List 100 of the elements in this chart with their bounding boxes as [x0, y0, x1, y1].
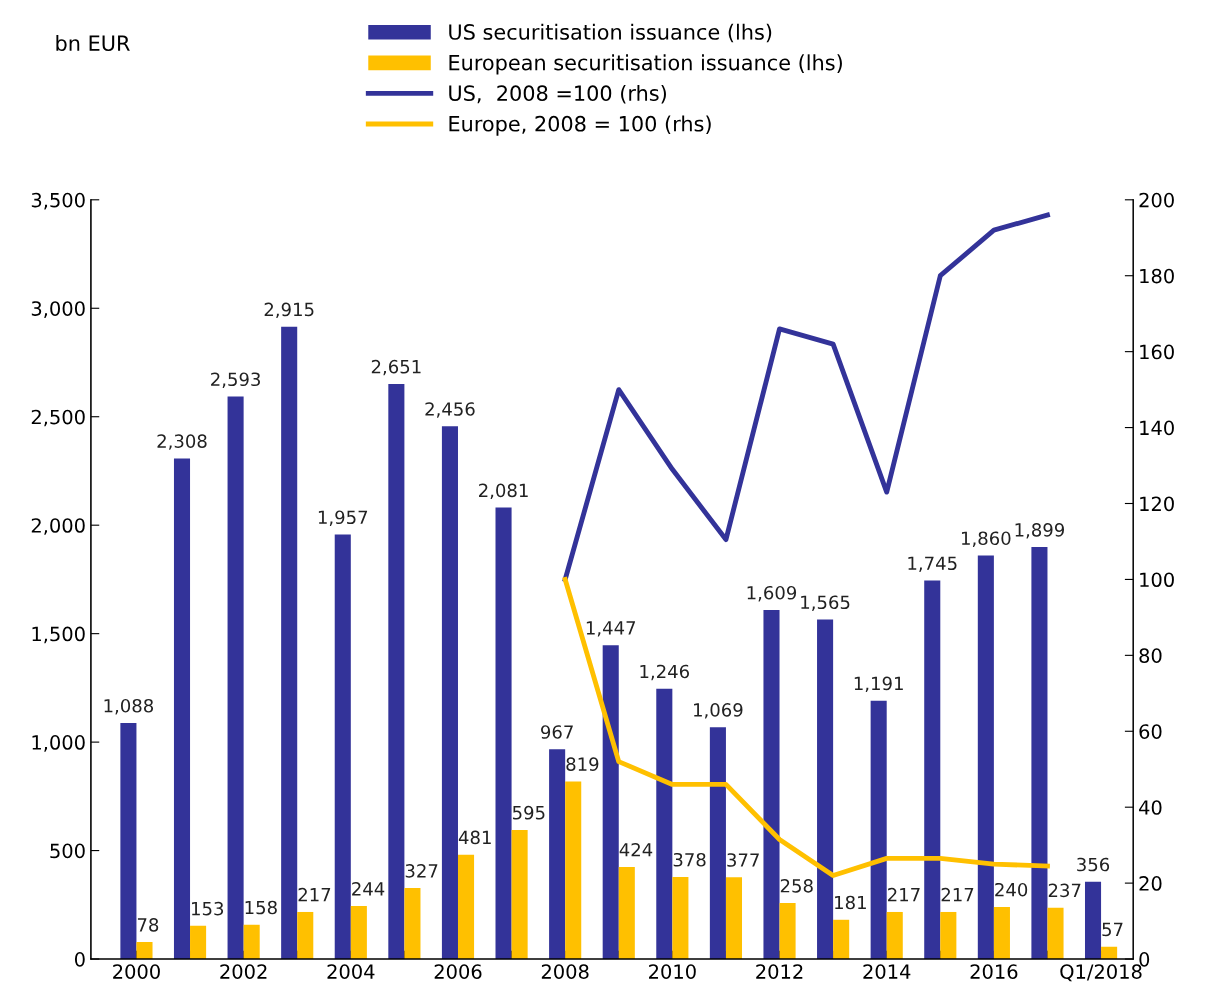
bar — [672, 877, 689, 960]
bar — [725, 877, 743, 960]
x-tick-label: 2014 — [863, 964, 911, 979]
data-label: 1,860 — [961, 531, 1011, 547]
legend-label: US securitisation issuance (lhs) — [449, 23, 772, 43]
bar — [779, 903, 796, 960]
bar — [441, 426, 458, 960]
bar — [886, 911, 903, 960]
data-label: 1,609 — [747, 585, 797, 602]
data-label: 2,308 — [157, 434, 207, 450]
x-tick-label: 2010 — [649, 964, 696, 979]
data-label: 2,456 — [425, 402, 475, 418]
bar — [817, 619, 834, 960]
y2-tick-label: 120 — [1140, 496, 1174, 512]
y-tick-label: 3,000 — [31, 301, 85, 318]
bar — [709, 727, 726, 960]
data-label: 819 — [566, 757, 599, 771]
data-label: 1,957 — [318, 510, 368, 526]
data-label: 78 — [137, 918, 159, 932]
data-label: 967 — [541, 725, 573, 739]
bar — [656, 688, 673, 960]
data-label: 240 — [995, 882, 1028, 897]
bar — [297, 911, 314, 960]
bar — [549, 749, 566, 960]
bar — [227, 396, 244, 960]
y2-tick-label: 180 — [1140, 268, 1174, 284]
bar — [281, 326, 298, 960]
data-label: 378 — [673, 852, 706, 867]
y2-tick-label: 80 — [1139, 648, 1162, 664]
y-tick-label: 0 — [74, 952, 85, 967]
data-label: 356 — [1077, 857, 1110, 872]
data-label: 237 — [1048, 883, 1081, 898]
data-label: 327 — [405, 864, 438, 878]
bar — [833, 919, 850, 960]
data-label: 595 — [512, 805, 545, 820]
data-label: 2,593 — [211, 372, 260, 388]
y2-tick-label: 200 — [1139, 192, 1174, 208]
bar — [511, 829, 528, 960]
bar — [136, 942, 153, 960]
bar — [388, 383, 405, 960]
y2-tick-label: 140 — [1140, 420, 1174, 436]
x-tick-label: 2006 — [434, 964, 482, 979]
bar — [1031, 547, 1048, 960]
bar — [457, 854, 475, 960]
data-label: 2,651 — [371, 359, 421, 376]
bar — [350, 906, 367, 960]
bar — [120, 723, 137, 960]
x-tick-label: 2016 — [970, 964, 1018, 979]
y-tick-label: 3,500 — [31, 192, 85, 210]
y-tick-label: 1,000 — [32, 735, 85, 752]
data-label: 153 — [192, 901, 224, 916]
data-label: 217 — [941, 887, 974, 902]
text: bn EUR — [56, 34, 130, 52]
bar — [977, 555, 994, 960]
legend-label: Europe, 2008 = 100 (rhs) — [449, 115, 711, 136]
bar — [565, 781, 582, 960]
x-tick-label: 2004 — [327, 964, 375, 979]
data-label: 1,191 — [854, 676, 903, 693]
x-tick-label: 2002 — [220, 964, 267, 979]
y2-tick-label: 100 — [1140, 572, 1174, 588]
data-label: 2,081 — [479, 483, 528, 500]
bar — [243, 924, 260, 960]
x-tick-label: 2008 — [541, 964, 589, 979]
data-label: 1,088 — [104, 698, 154, 715]
bar — [1084, 881, 1102, 960]
bar — [190, 925, 207, 960]
data-label: 244 — [352, 882, 385, 896]
bar — [870, 700, 887, 960]
legend-label: US, 2008 =100 (rhs) — [449, 84, 666, 104]
data-label: 1,069 — [694, 703, 743, 719]
data-label: 424 — [619, 842, 653, 857]
data-label: 217 — [298, 887, 331, 902]
bar — [1047, 907, 1064, 960]
bar — [763, 610, 780, 960]
data-label: 1,246 — [640, 664, 690, 681]
y-tick-label: 500 — [50, 843, 85, 859]
data-label: 1,899 — [1015, 523, 1065, 539]
data-label: 158 — [245, 900, 277, 915]
bar — [993, 906, 1010, 960]
y2-tick-label: 20 — [1139, 876, 1162, 891]
y-tick-label: 2,000 — [31, 518, 85, 535]
bar — [173, 458, 191, 960]
legend-label: European securitisation issuance (lhs) — [449, 54, 842, 75]
data-label: 2,915 — [264, 302, 314, 319]
bar — [618, 867, 635, 960]
data-label: 1,745 — [908, 556, 957, 572]
data-label: 481 — [458, 830, 491, 845]
x-tick-label: 2000 — [113, 964, 160, 979]
bar — [940, 911, 957, 960]
x-tick-label: 2012 — [756, 964, 803, 979]
data-label: 377 — [727, 853, 759, 867]
y2-tick-label: 60 — [1139, 724, 1162, 739]
bar — [334, 534, 351, 960]
y2-tick-label: 40 — [1139, 800, 1162, 815]
data-label: 181 — [835, 895, 866, 910]
bar — [602, 645, 619, 960]
data-label: 1,447 — [586, 621, 636, 637]
y-tick-label: 1,500 — [32, 626, 85, 644]
data-label: 57 — [1102, 922, 1123, 937]
bar — [495, 507, 512, 960]
